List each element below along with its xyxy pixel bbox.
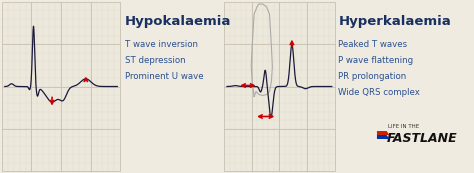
Bar: [2, 2, 120, 171]
Text: Wide QRS complex: Wide QRS complex: [338, 88, 420, 97]
Text: Hyperkalaemia: Hyperkalaemia: [338, 15, 451, 28]
Polygon shape: [377, 131, 390, 135]
Text: LIFE IN THE: LIFE IN THE: [389, 124, 419, 129]
Text: P wave flattening: P wave flattening: [338, 56, 414, 65]
Text: PR prolongation: PR prolongation: [338, 72, 407, 81]
Text: Peaked T waves: Peaked T waves: [338, 40, 408, 49]
Text: Hypokalaemia: Hypokalaemia: [125, 15, 231, 28]
Text: ST depression: ST depression: [125, 56, 186, 65]
Text: Prominent U wave: Prominent U wave: [125, 72, 204, 81]
Bar: [224, 2, 335, 171]
Text: FASTLANE: FASTLANE: [387, 132, 457, 145]
Text: T wave inversion: T wave inversion: [125, 40, 198, 49]
Polygon shape: [377, 135, 390, 139]
